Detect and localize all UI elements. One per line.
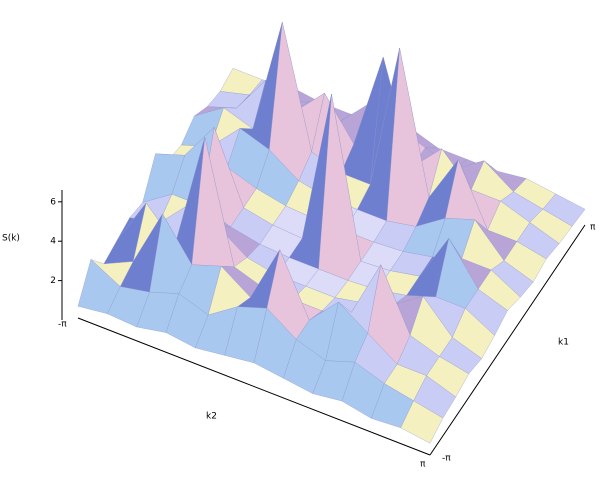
- k1-axis-line: [429, 224, 586, 456]
- surface-patch: [400, 400, 444, 444]
- z-tick-label: 6: [50, 197, 56, 207]
- surface: [77, 22, 586, 444]
- z-tick-label: 4: [50, 237, 56, 247]
- z-tick-label: 2: [50, 276, 56, 286]
- k2-axis-line: [77, 317, 431, 456]
- x-axis-label: k2: [206, 412, 217, 422]
- y-max-label: π: [590, 223, 596, 233]
- x-max-label: π: [420, 460, 426, 470]
- x-min-label: -π: [58, 320, 67, 330]
- y-axis-label: k1: [558, 338, 569, 348]
- z-axis-label: S(k): [2, 234, 20, 244]
- y-min-label: -π: [442, 454, 451, 464]
